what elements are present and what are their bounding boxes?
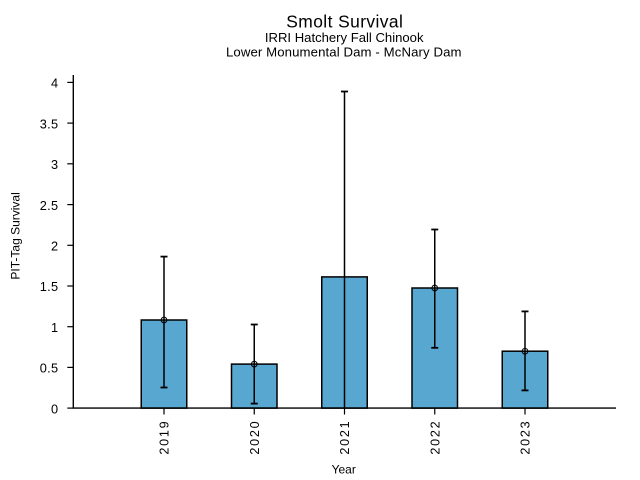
svg-text:Smolt Survival: Smolt Survival <box>286 11 403 31</box>
svg-text:3.5: 3.5 <box>40 116 59 131</box>
svg-text:IRRI Hatchery Fall Chinook: IRRI Hatchery Fall Chinook <box>265 30 424 45</box>
svg-text:Lower Monumental Dam - McNary: Lower Monumental Dam - McNary Dam <box>226 45 462 60</box>
svg-text:2020: 2020 <box>248 420 262 455</box>
svg-text:2: 2 <box>51 239 58 254</box>
svg-text:2019: 2019 <box>158 420 172 455</box>
svg-text:2.5: 2.5 <box>40 198 59 213</box>
svg-text:2021: 2021 <box>338 420 352 455</box>
svg-text:Year: Year <box>332 463 356 477</box>
svg-text:2023: 2023 <box>519 420 533 455</box>
svg-text:3: 3 <box>51 157 58 172</box>
svg-text:0.5: 0.5 <box>40 361 59 376</box>
svg-text:2022: 2022 <box>428 420 442 455</box>
svg-text:1: 1 <box>51 320 58 335</box>
svg-text:1.5: 1.5 <box>40 279 59 294</box>
svg-text:4: 4 <box>51 76 58 91</box>
svg-text:PIT-Tag Survival: PIT-Tag Survival <box>8 192 22 279</box>
svg-text:0: 0 <box>51 401 58 416</box>
